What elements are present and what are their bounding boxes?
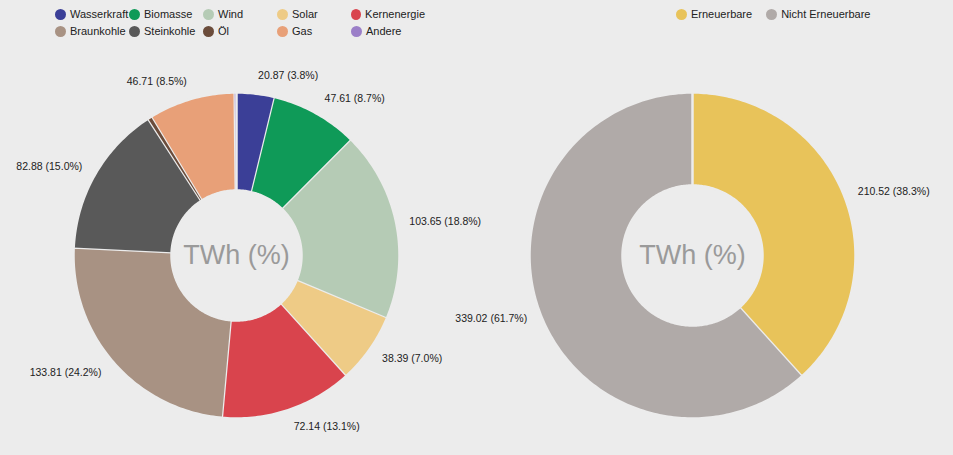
svg-text:TWh (%): TWh (%) [183, 240, 289, 270]
html-text:Gas: Gas [292, 25, 313, 37]
html-text:Kernenergie: Kernenergie [365, 8, 425, 20]
html-text:Biomasse: Biomasse [144, 8, 193, 20]
svg-text:82.88 (15.0%): 82.88 (15.0%) [16, 160, 82, 172]
html-text:Erneuerbare: Erneuerbare [691, 8, 753, 20]
svg-text:47.61 (8.7%): 47.61 (8.7%) [325, 92, 385, 104]
html-text:Nicht Erneuerbare: Nicht Erneuerbare [781, 8, 871, 20]
svg-text:46.71 (8.5%): 46.71 (8.5%) [127, 75, 187, 87]
html-text:Andere: Andere [366, 25, 402, 37]
html-text:Steinkohle: Steinkohle [144, 25, 196, 37]
svg-text:72.14 (13.1%): 72.14 (13.1%) [294, 420, 360, 432]
svg-text:339.02 (61.7%): 339.02 (61.7%) [455, 312, 527, 324]
html-text:Wind: Wind [218, 8, 244, 20]
html-text:Braunkohle: Braunkohle [70, 25, 126, 37]
svg-text:103.65 (18.8%): 103.65 (18.8%) [409, 215, 481, 227]
html-text:Öl: Öl [218, 25, 229, 37]
html-text:Solar: Solar [292, 8, 318, 20]
svg-text:133.81 (24.2%): 133.81 (24.2%) [30, 366, 102, 378]
html-text:Wasserkraft: Wasserkraft [70, 8, 129, 20]
svg-text:38.39 (7.0%): 38.39 (7.0%) [382, 352, 442, 364]
svg-text:20.87 (3.8%): 20.87 (3.8%) [258, 69, 318, 81]
svg-text:210.52 (38.3%): 210.52 (38.3%) [858, 185, 930, 197]
svg-text:TWh (%): TWh (%) [639, 240, 745, 270]
